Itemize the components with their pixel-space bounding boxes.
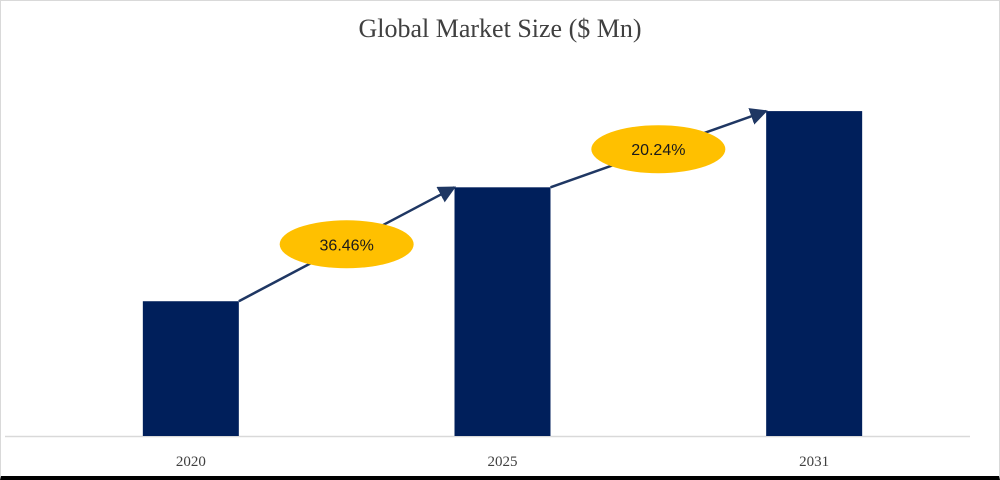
cagr-label: 36.46%	[320, 237, 374, 254]
chart-title: Global Market Size ($ Mn)	[358, 14, 642, 43]
x-tick-label: 2025	[488, 454, 518, 470]
bar-2031	[766, 111, 863, 436]
labels-layer: 2020 2025 2031 36.46% 20.24%	[176, 125, 829, 470]
x-tick-label: 2020	[176, 454, 206, 470]
cagr-badge	[591, 125, 726, 174]
cagr-badge	[279, 220, 414, 269]
bar-2025	[454, 187, 551, 436]
bars-layer	[142, 111, 863, 436]
cagr-label: 20.24%	[631, 142, 685, 159]
bar-2020	[142, 301, 239, 436]
x-tick-label: 2031	[799, 454, 829, 470]
